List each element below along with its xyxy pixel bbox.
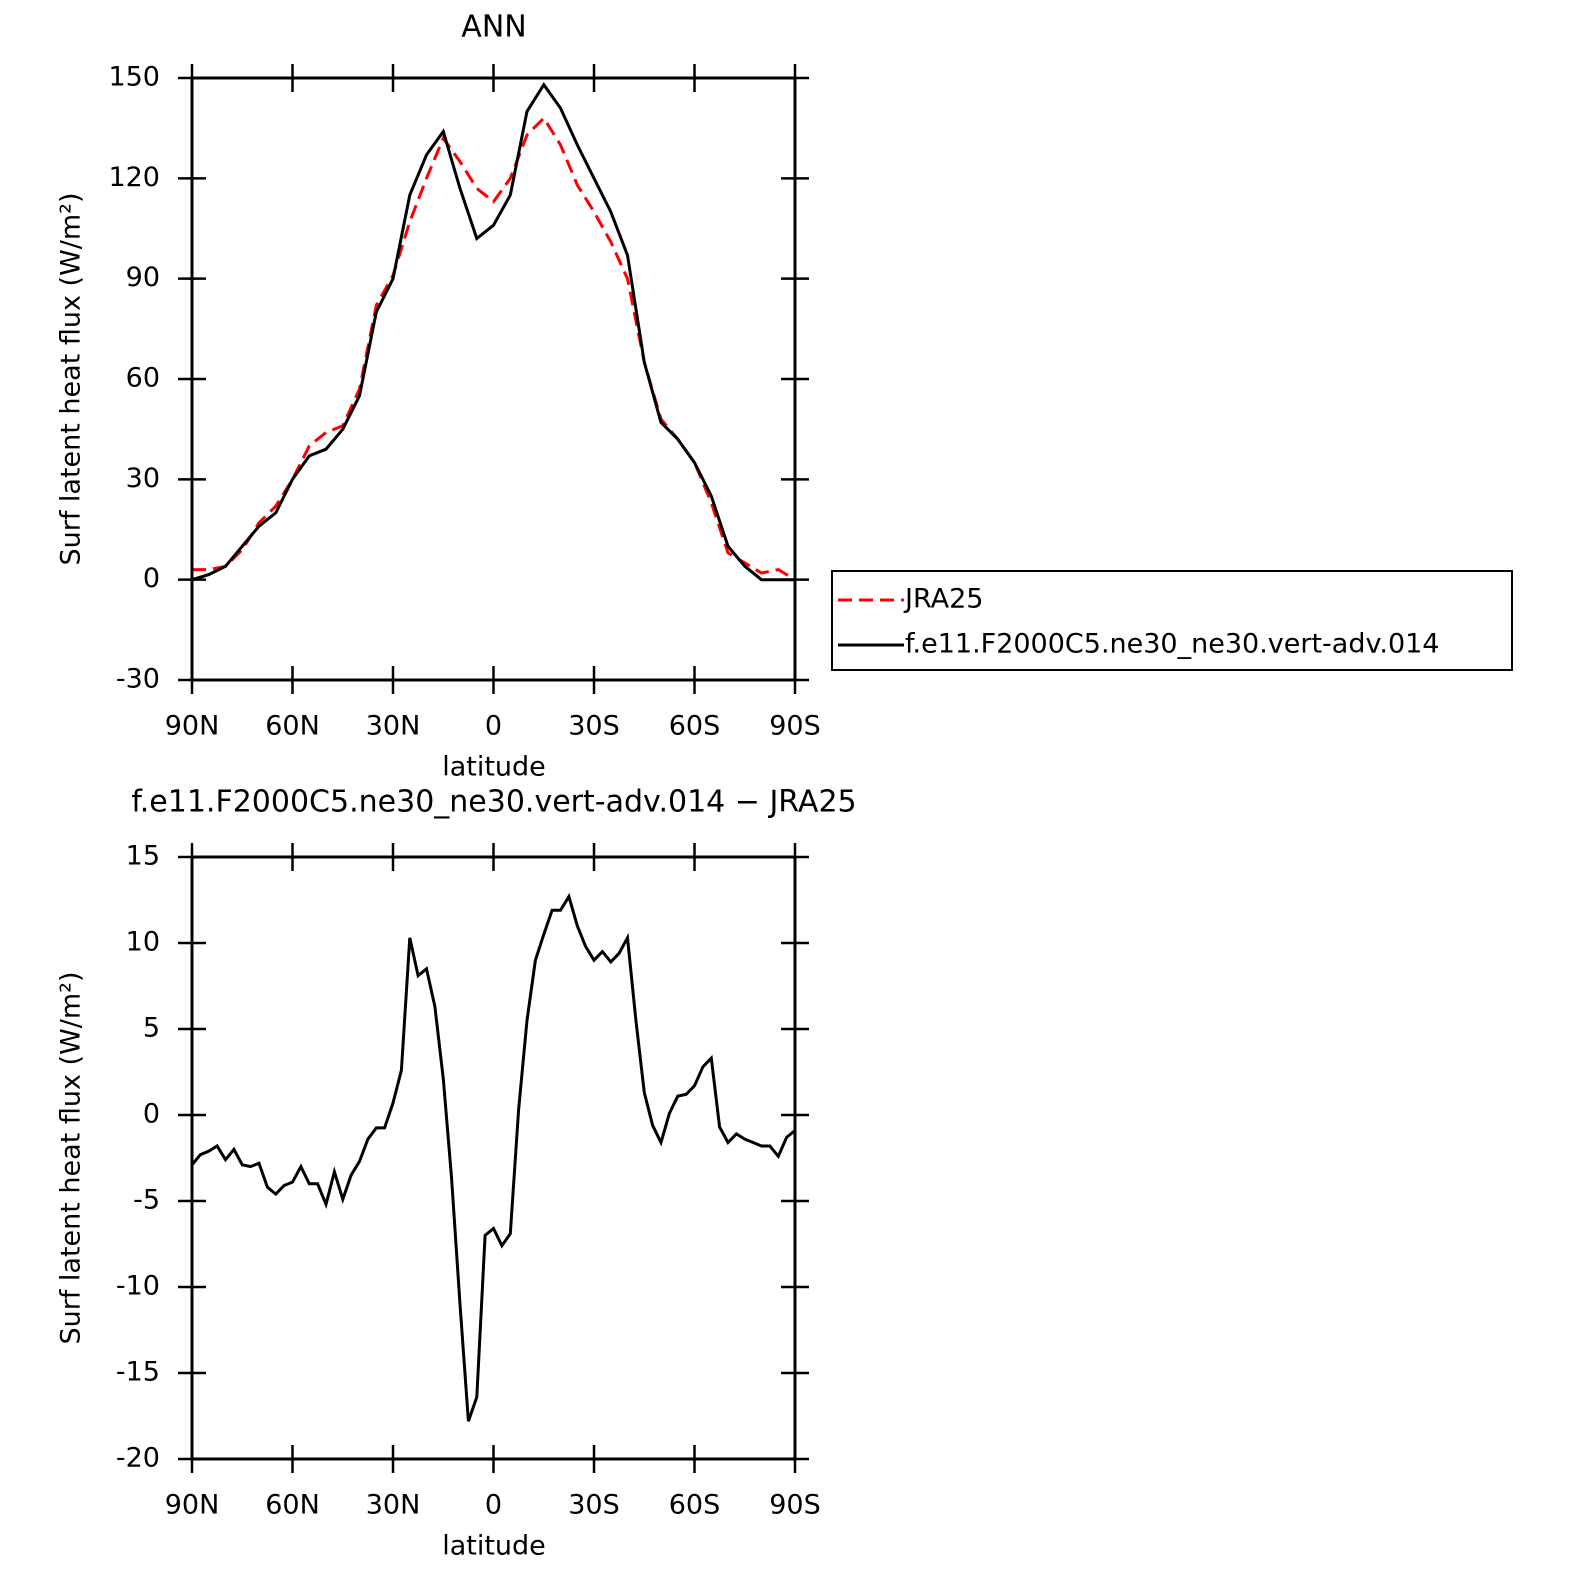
x-tick-label: 30N [366,711,421,742]
data-line [192,115,796,581]
y-tick-label: -10 [116,1271,160,1302]
x-tick-label: 0 [485,1490,502,1521]
y-tick-label: 15 [126,841,160,872]
y-tick-label: 0 [143,1099,160,1130]
plot-frame [190,855,797,1461]
y-axis-label: Surf latent heat flux (W/m²) [56,971,87,1344]
x-axis-label: latitude [442,1531,546,1562]
legend-label: f.e11.F2000C5.ne30_ne30.vert-adv.014 [905,629,1439,660]
x-tick-label: 60N [265,711,320,742]
chart-title: ANN [461,10,526,45]
y-tick-label: 30 [126,463,160,494]
legend-label: JRA25 [903,584,983,615]
x-tick-label: 0 [485,711,502,742]
y-tick-label: 5 [143,1013,160,1044]
legend-box [831,570,1513,671]
data-line [191,82,795,582]
y-tick-label: 90 [126,262,160,293]
x-tick-label: 30S [568,1490,620,1521]
x-tick-label: 90S [769,711,821,742]
x-tick-label: 60S [669,1490,721,1521]
y-tick-label: 150 [108,62,160,93]
y-tick-label: -15 [116,1357,160,1388]
plot-frame [190,76,797,682]
x-axis-label: latitude [442,752,546,783]
data-line [190,892,796,1422]
y-tick-label: 120 [108,162,160,193]
y-tick-label: -20 [116,1443,160,1474]
y-tick-label: -30 [116,664,160,695]
y-tick-label: -5 [133,1185,160,1216]
x-tick-label: 30N [366,1490,421,1521]
y-axis-label: Surf latent heat flux (W/m²) [56,192,87,565]
x-tick-label: 90N [165,1490,220,1521]
chart-title: f.e11.F2000C5.ne30_ne30.vert-adv.014 − J… [131,785,856,820]
x-tick-label: 90N [165,711,220,742]
y-tick-label: 60 [126,363,160,394]
x-tick-label: 30S [568,711,620,742]
x-tick-label: 60S [669,711,721,742]
y-tick-label: 0 [143,563,160,594]
y-tick-label: 10 [126,927,160,958]
x-tick-label: 60N [265,1490,320,1521]
x-tick-label: 90S [769,1490,821,1521]
